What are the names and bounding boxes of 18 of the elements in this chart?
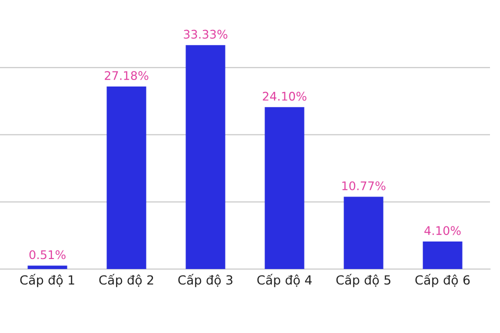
x-tick-label: Cấp độ 3 xyxy=(178,274,232,288)
bar xyxy=(106,86,146,270)
x-tick-label: Cấp độ 5 xyxy=(336,274,390,288)
data-label: 0.51% xyxy=(29,250,66,260)
data-label: 33.33% xyxy=(184,30,228,39)
data-label: 27.18% xyxy=(104,71,148,80)
x-tick-label: Cấp độ 1 xyxy=(20,274,74,288)
bar xyxy=(422,242,462,270)
x-tick-label: Cấp độ 2 xyxy=(99,274,154,288)
bar xyxy=(28,266,68,270)
x-tick-label: Cấp độ 6 xyxy=(415,274,470,288)
data-label: 10.77% xyxy=(342,181,386,190)
bar xyxy=(264,107,304,270)
data-label: 4.10% xyxy=(424,226,461,236)
data-label: 24.10% xyxy=(262,92,306,101)
bar xyxy=(344,196,384,270)
x-tick-label: Cấp độ 4 xyxy=(257,274,312,288)
bar xyxy=(186,45,226,270)
